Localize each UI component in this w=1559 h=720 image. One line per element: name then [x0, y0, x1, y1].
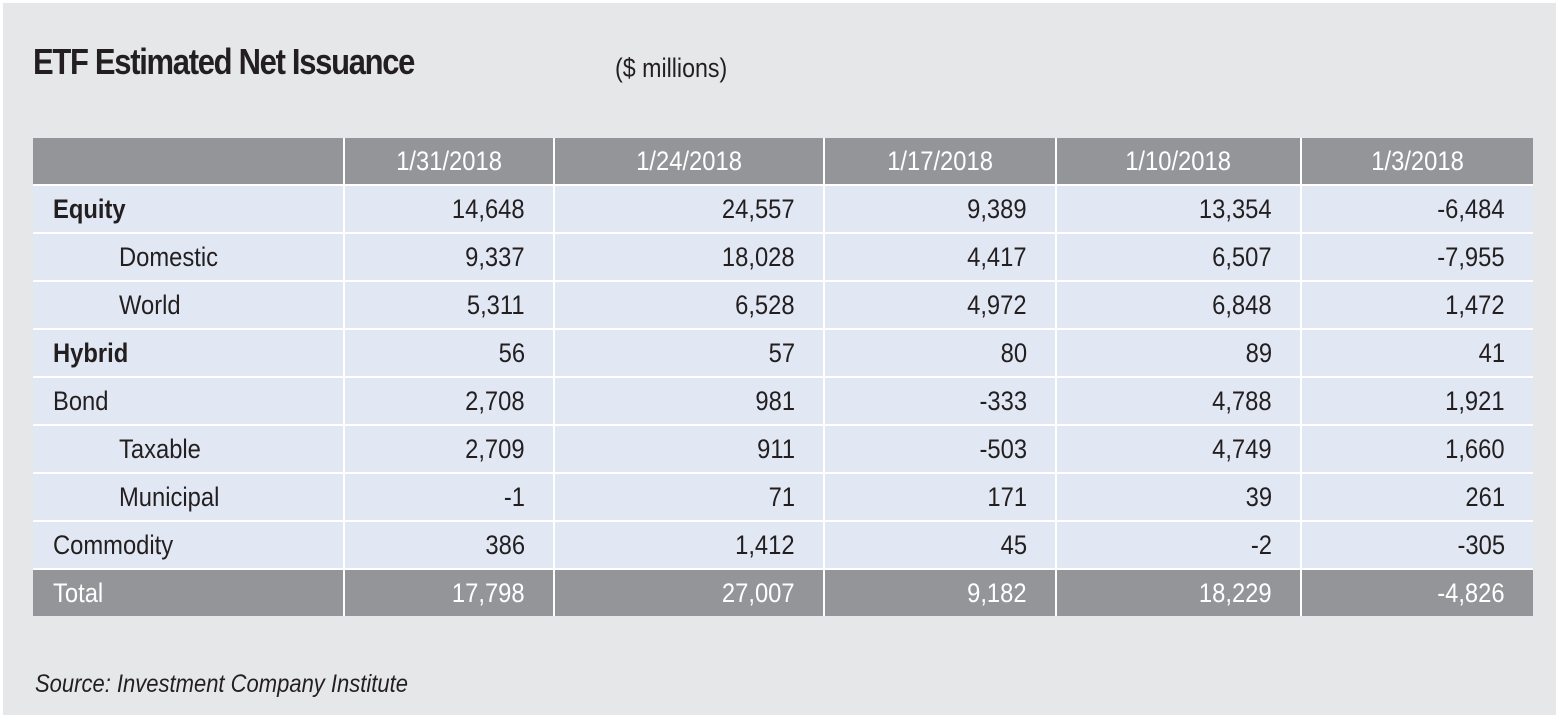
value-cell: 80 [823, 328, 1057, 378]
value-cell: 981 [553, 376, 825, 426]
column-header-date: 1/31/2018 [343, 138, 555, 186]
value-cell: 911 [553, 424, 825, 474]
table-row: Municipal -1 71 171 39 261 [33, 472, 1533, 522]
value-cell: 4,972 [823, 280, 1057, 330]
row-label: Municipal [33, 472, 345, 522]
value-cell: 45 [823, 520, 1057, 570]
value-cell: 2,709 [343, 424, 555, 474]
table-panel: ETF Estimated Net Issuance ($ millions) … [3, 3, 1556, 715]
row-label: Commodity [33, 520, 345, 570]
column-header-date: 1/17/2018 [823, 138, 1057, 186]
value-cell: 71 [553, 472, 825, 522]
table-row: World 5,311 6,528 4,972 6,848 1,472 [33, 280, 1533, 330]
value-cell: 56 [343, 328, 555, 378]
value-cell: 4,749 [1055, 424, 1302, 474]
source-note: Source: Investment Company Institute [35, 670, 408, 698]
table-row: Commodity 386 1,412 45 -2 -305 [33, 520, 1533, 570]
value-cell: 2,708 [343, 376, 555, 426]
page-title: ETF Estimated Net Issuance [33, 41, 415, 82]
value-cell: 24,557 [553, 184, 825, 234]
value-cell: 13,354 [1055, 184, 1302, 234]
value-cell: 18,028 [553, 232, 825, 282]
value-cell: 18,229 [1055, 568, 1302, 616]
issuance-table: 1/31/2018 1/24/2018 1/17/2018 1/10/2018 … [33, 138, 1533, 616]
table-row: Bond 2,708 981 -333 4,788 1,921 [33, 376, 1533, 426]
value-cell: 386 [343, 520, 555, 570]
value-cell: 41 [1300, 328, 1533, 378]
value-cell: 14,648 [343, 184, 555, 234]
value-cell: 57 [553, 328, 825, 378]
value-cell: 27,007 [553, 568, 825, 616]
value-cell: 4,788 [1055, 376, 1302, 426]
column-header-date: 1/10/2018 [1055, 138, 1302, 186]
row-label: Domestic [33, 232, 345, 282]
value-cell: 6,528 [553, 280, 825, 330]
table-header-row: 1/31/2018 1/24/2018 1/17/2018 1/10/2018 … [33, 138, 1533, 186]
row-label: Equity [33, 184, 345, 234]
table-row: Taxable 2,709 911 -503 4,749 1,660 [33, 424, 1533, 474]
value-cell: -1 [343, 472, 555, 522]
value-cell: 1,921 [1300, 376, 1533, 426]
units-label: ($ millions) [615, 53, 728, 83]
value-cell: 1,412 [553, 520, 825, 570]
value-cell: 6,848 [1055, 280, 1302, 330]
row-label: Hybrid [33, 328, 345, 378]
value-cell: 89 [1055, 328, 1302, 378]
row-label: World [33, 280, 345, 330]
value-cell: 261 [1300, 472, 1533, 522]
value-cell: -2 [1055, 520, 1302, 570]
value-cell: -4,826 [1300, 568, 1533, 616]
value-cell: 6,507 [1055, 232, 1302, 282]
table-row: Hybrid 56 57 80 89 41 [33, 328, 1533, 378]
value-cell: -333 [823, 376, 1057, 426]
value-cell: 1,660 [1300, 424, 1533, 474]
table-row: Domestic 9,337 18,028 4,417 6,507 -7,955 [33, 232, 1533, 282]
value-cell: -7,955 [1300, 232, 1533, 282]
value-cell: 171 [823, 472, 1057, 522]
row-label: Taxable [33, 424, 345, 474]
value-cell: 9,182 [823, 568, 1057, 616]
column-header-label [33, 138, 345, 186]
value-cell: -503 [823, 424, 1057, 474]
value-cell: 9,389 [823, 184, 1057, 234]
value-cell: 5,311 [343, 280, 555, 330]
row-label: Bond [33, 376, 345, 426]
table-row: Equity 14,648 24,557 9,389 13,354 -6,484 [33, 184, 1533, 234]
value-cell: -6,484 [1300, 184, 1533, 234]
value-cell: 1,472 [1300, 280, 1533, 330]
value-cell: -305 [1300, 520, 1533, 570]
column-header-date: 1/24/2018 [553, 138, 825, 186]
value-cell: 9,337 [343, 232, 555, 282]
total-row: Total 17,798 27,007 9,182 18,229 -4,826 [33, 568, 1533, 616]
value-cell: 39 [1055, 472, 1302, 522]
value-cell: 17,798 [343, 568, 555, 616]
value-cell: 4,417 [823, 232, 1057, 282]
column-header-date: 1/3/2018 [1300, 138, 1533, 186]
row-label: Total [33, 568, 345, 616]
